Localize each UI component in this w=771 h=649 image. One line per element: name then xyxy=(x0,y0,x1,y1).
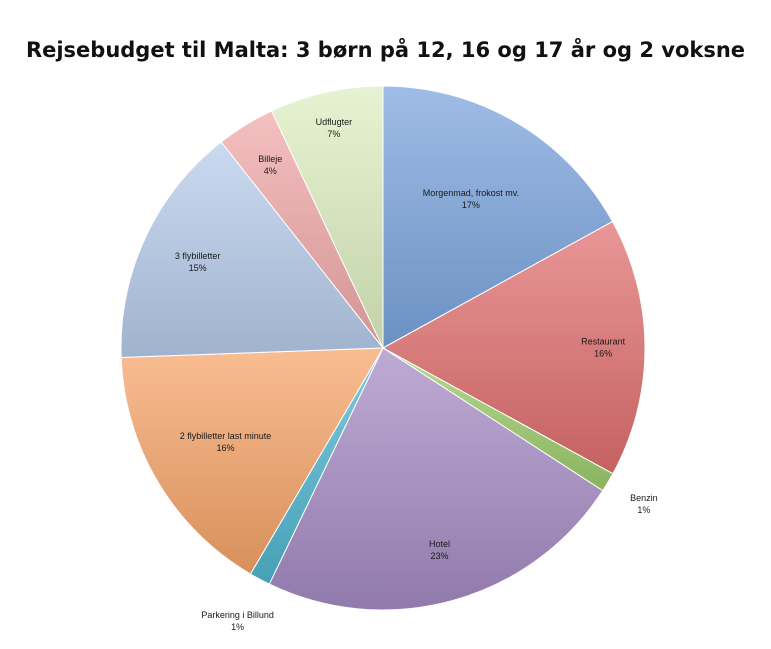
pie-slice-6 xyxy=(120,141,384,358)
pie-slice-1 xyxy=(381,220,646,475)
slice-label-7: Billeje xyxy=(258,154,282,164)
pie-slice-3 xyxy=(268,347,604,611)
slice-percent-6: 15% xyxy=(189,263,207,273)
slice-percent-0: 17% xyxy=(462,200,480,210)
pie-slice-0 xyxy=(382,85,614,349)
slice-label-5: 2 flybilletter last minute xyxy=(180,431,272,441)
pie-slice-5 xyxy=(120,347,384,575)
slice-label-6: 3 flybilletter xyxy=(175,251,221,261)
pie-slice-8 xyxy=(270,85,384,349)
pie-labels: Morgenmad, frokost mv. 17% Restaurant 16% Be… xyxy=(175,117,658,632)
slice-label-8: Udflugter xyxy=(316,117,353,127)
pie-slices xyxy=(120,85,646,611)
slice-percent-8: 7% xyxy=(327,129,340,139)
slice-label-0: Morgenmad, frokost mv. xyxy=(423,188,519,198)
slice-percent-5: 16% xyxy=(216,443,234,453)
slice-label-1: Restaurant xyxy=(581,337,626,347)
slice-label-4: Parkering i Billund xyxy=(201,610,274,620)
slice-percent-7: 4% xyxy=(264,166,277,176)
slice-percent-4: 1% xyxy=(231,622,244,632)
slice-percent-2: 1% xyxy=(637,505,650,515)
slice-label-2: Benzin xyxy=(630,493,658,503)
slice-percent-1: 16% xyxy=(594,349,612,359)
chart-title: Rejsebudget til Malta: 3 børn på 12, 16 … xyxy=(25,38,746,62)
slice-percent-3: 23% xyxy=(430,551,448,561)
slice-label-3: Hotel xyxy=(429,539,450,549)
